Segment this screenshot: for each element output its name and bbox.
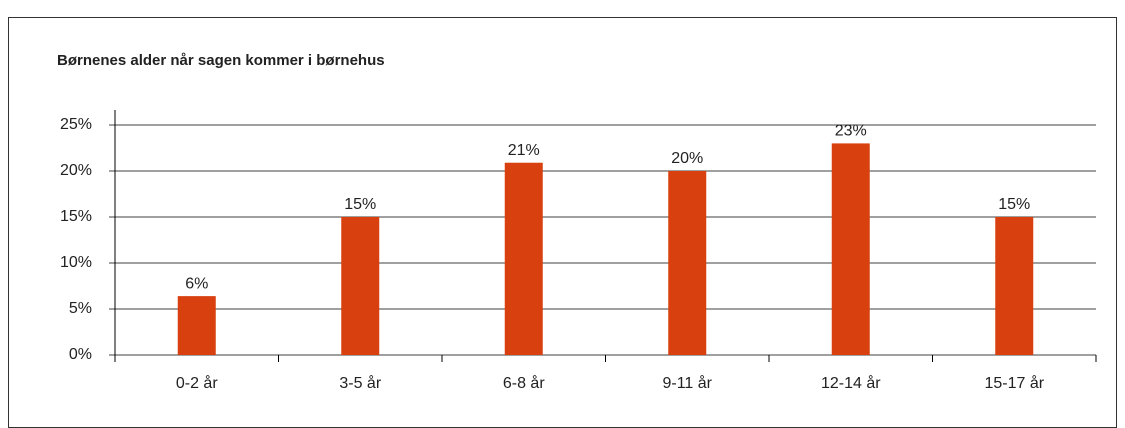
data-label: 15% <box>998 196 1030 213</box>
bar <box>995 217 1034 355</box>
frame <box>8 17 1117 428</box>
y-tick-label: 20% <box>60 162 92 179</box>
data-label: 15% <box>344 196 376 213</box>
x-tick-label: 12-14 år <box>821 374 881 392</box>
x-tick-label: 6-8 år <box>503 374 545 392</box>
y-tick-label: 15% <box>60 208 92 225</box>
y-tick-label: 0% <box>69 346 92 363</box>
y-tick-label: 5% <box>69 300 92 317</box>
x-tick-label: 0-2 år <box>176 374 218 392</box>
bar <box>668 171 707 355</box>
data-label: 23% <box>835 123 867 140</box>
data-label: 6% <box>185 275 208 292</box>
data-label: 20% <box>671 150 703 167</box>
bar <box>341 217 380 355</box>
bar <box>504 162 543 355</box>
x-tick-label: 3-5 år <box>339 374 381 392</box>
chart-title: Børnenes alder når sagen kommer i børneh… <box>57 52 385 69</box>
bar <box>831 143 870 355</box>
y-tick-label: 25% <box>60 116 92 133</box>
data-label: 21% <box>508 142 540 159</box>
x-tick-label: 15-17 år <box>984 374 1044 392</box>
bar <box>177 296 216 355</box>
y-tick-label: 10% <box>60 254 92 271</box>
x-tick-label: 9-11 år <box>662 374 712 392</box>
